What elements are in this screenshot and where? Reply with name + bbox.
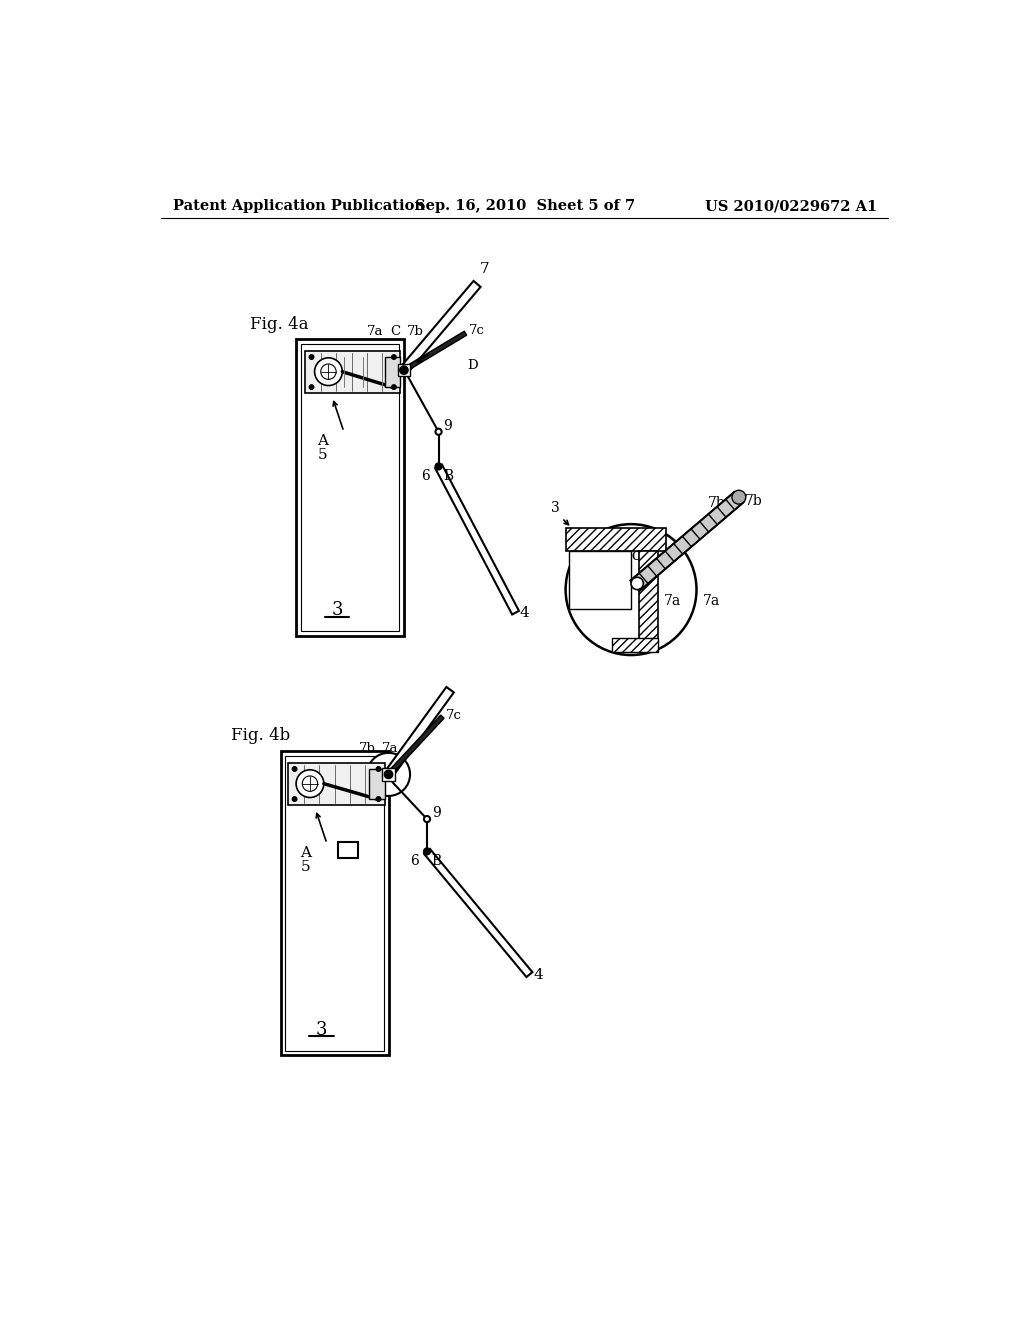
Bar [305,351,400,393]
Text: 6: 6 [410,854,419,867]
Circle shape [435,463,441,470]
Text: 7c: 7c [446,709,462,722]
Polygon shape [631,492,743,591]
Polygon shape [400,281,480,374]
Circle shape [401,368,407,372]
Circle shape [732,490,745,504]
Text: 7a: 7a [702,594,720,609]
Text: US 2010/0229672 A1: US 2010/0229672 A1 [706,199,878,213]
Bar [611,638,658,652]
Text: 7b: 7b [359,742,376,755]
Text: 5: 5 [300,859,310,874]
Bar [281,751,388,1056]
Text: 9: 9 [443,418,452,433]
Text: Fig. 4a: Fig. 4a [250,317,308,333]
Text: C: C [390,325,400,338]
Bar [301,345,399,631]
Text: Patent Application Publication: Patent Application Publication [173,199,425,213]
Circle shape [424,849,430,854]
Circle shape [377,767,381,771]
Polygon shape [385,686,454,777]
Text: 3: 3 [551,500,559,515]
Polygon shape [424,849,532,977]
Text: 7a: 7a [665,594,681,609]
Text: A: A [316,434,328,447]
Text: 4: 4 [519,606,529,619]
Text: 3: 3 [331,601,343,619]
Text: 3: 3 [315,1020,328,1039]
Circle shape [293,767,297,771]
Text: 7a: 7a [382,742,399,755]
Circle shape [631,577,643,590]
Circle shape [293,797,297,801]
Bar [296,339,403,636]
Text: 9: 9 [432,807,440,820]
Text: Fig. 4b: Fig. 4b [230,726,290,743]
Circle shape [385,771,392,779]
Bar [339,842,358,858]
Polygon shape [402,331,467,372]
Circle shape [400,367,408,374]
Circle shape [321,364,336,379]
Bar [289,763,385,805]
Circle shape [314,358,342,385]
Circle shape [296,770,324,797]
Bar [397,364,410,376]
Text: 7b: 7b [407,325,424,338]
Bar [385,358,400,387]
Text: 7: 7 [479,263,489,276]
Text: A: A [300,846,311,859]
Text: 7c: 7c [469,323,485,337]
Bar [286,756,384,1051]
Bar [382,768,394,780]
Bar [639,552,658,644]
Text: 6: 6 [422,469,430,483]
Circle shape [367,752,410,796]
Circle shape [392,385,396,389]
Circle shape [302,776,317,792]
Text: 5: 5 [317,447,327,462]
Circle shape [392,355,396,359]
Circle shape [565,524,696,655]
Text: Sep. 16, 2010  Sheet 5 of 7: Sep. 16, 2010 Sheet 5 of 7 [415,199,635,213]
Text: Fig. 4c: Fig. 4c [584,548,641,564]
Text: D: D [467,359,477,372]
Bar [370,770,385,799]
Circle shape [424,816,430,822]
Text: 13: 13 [341,843,358,858]
Text: 7b: 7b [745,494,763,508]
Text: 4: 4 [534,968,543,982]
Bar [569,552,631,609]
Polygon shape [387,715,444,776]
Text: B: B [432,854,441,867]
Circle shape [377,797,381,801]
Circle shape [309,385,313,389]
Circle shape [435,429,441,434]
Circle shape [309,355,313,359]
Bar [565,528,666,552]
Text: 7b: 7b [708,495,726,510]
Text: 7a: 7a [367,325,383,338]
Text: B: B [443,469,454,483]
Polygon shape [435,465,519,615]
